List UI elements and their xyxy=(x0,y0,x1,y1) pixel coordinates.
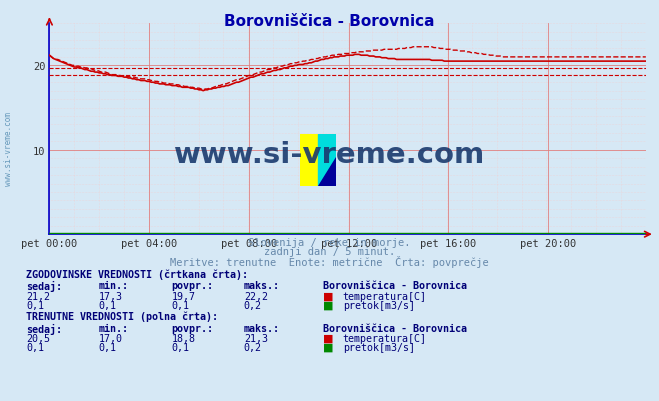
Bar xyxy=(318,134,336,186)
Text: Borovniščica - Borovnica: Borovniščica - Borovnica xyxy=(323,281,467,291)
Text: 0,1: 0,1 xyxy=(171,342,189,352)
Text: povpr.:: povpr.: xyxy=(171,323,214,333)
Text: pretok[m3/s]: pretok[m3/s] xyxy=(343,300,415,310)
Text: temperatura[C]: temperatura[C] xyxy=(343,333,426,343)
Text: 17,0: 17,0 xyxy=(99,333,123,343)
Polygon shape xyxy=(318,158,336,186)
Text: 0,1: 0,1 xyxy=(26,300,44,310)
Text: 21,3: 21,3 xyxy=(244,333,268,343)
Text: www.si-vreme.com: www.si-vreme.com xyxy=(174,140,485,168)
Text: ZGODOVINSKE VREDNOSTI (črtkana črta):: ZGODOVINSKE VREDNOSTI (črtkana črta): xyxy=(26,269,248,279)
Text: min.:: min.: xyxy=(99,281,129,291)
Text: Slovenija / reke in morje.: Slovenija / reke in morje. xyxy=(248,237,411,247)
Text: maks.:: maks.: xyxy=(244,323,280,333)
Text: 19,7: 19,7 xyxy=(171,291,195,301)
Text: 0,1: 0,1 xyxy=(171,300,189,310)
Text: 0,2: 0,2 xyxy=(244,342,262,352)
Text: temperatura[C]: temperatura[C] xyxy=(343,291,426,301)
Text: sedaj:: sedaj: xyxy=(26,323,63,334)
Text: 0,2: 0,2 xyxy=(244,300,262,310)
Text: 0,1: 0,1 xyxy=(99,300,117,310)
Text: 0,1: 0,1 xyxy=(26,342,44,352)
Text: ■: ■ xyxy=(323,333,333,343)
Text: 22,2: 22,2 xyxy=(244,291,268,301)
Text: zadnji dan / 5 minut.: zadnji dan / 5 minut. xyxy=(264,246,395,256)
Text: Meritve: trenutne  Enote: metrične  Črta: povprečje: Meritve: trenutne Enote: metrične Črta: … xyxy=(170,255,489,267)
Text: 18,8: 18,8 xyxy=(171,333,195,343)
Text: Borovniščica - Borovnica: Borovniščica - Borovnica xyxy=(323,323,467,333)
Text: povpr.:: povpr.: xyxy=(171,281,214,291)
Text: pretok[m3/s]: pretok[m3/s] xyxy=(343,342,415,352)
Text: Borovniščica - Borovnica: Borovniščica - Borovnica xyxy=(224,14,435,29)
Text: maks.:: maks.: xyxy=(244,281,280,291)
Text: min.:: min.: xyxy=(99,323,129,333)
Text: 17,3: 17,3 xyxy=(99,291,123,301)
Text: ■: ■ xyxy=(323,342,333,352)
Text: 21,2: 21,2 xyxy=(26,291,50,301)
Text: www.si-vreme.com: www.si-vreme.com xyxy=(4,111,13,185)
Text: ■: ■ xyxy=(323,300,333,310)
Bar xyxy=(300,134,318,186)
Text: ■: ■ xyxy=(323,291,333,301)
Text: sedaj:: sedaj: xyxy=(26,281,63,292)
Text: 20,5: 20,5 xyxy=(26,333,50,343)
Text: 0,1: 0,1 xyxy=(99,342,117,352)
Text: TRENUTNE VREDNOSTI (polna črta):: TRENUTNE VREDNOSTI (polna črta): xyxy=(26,311,218,321)
